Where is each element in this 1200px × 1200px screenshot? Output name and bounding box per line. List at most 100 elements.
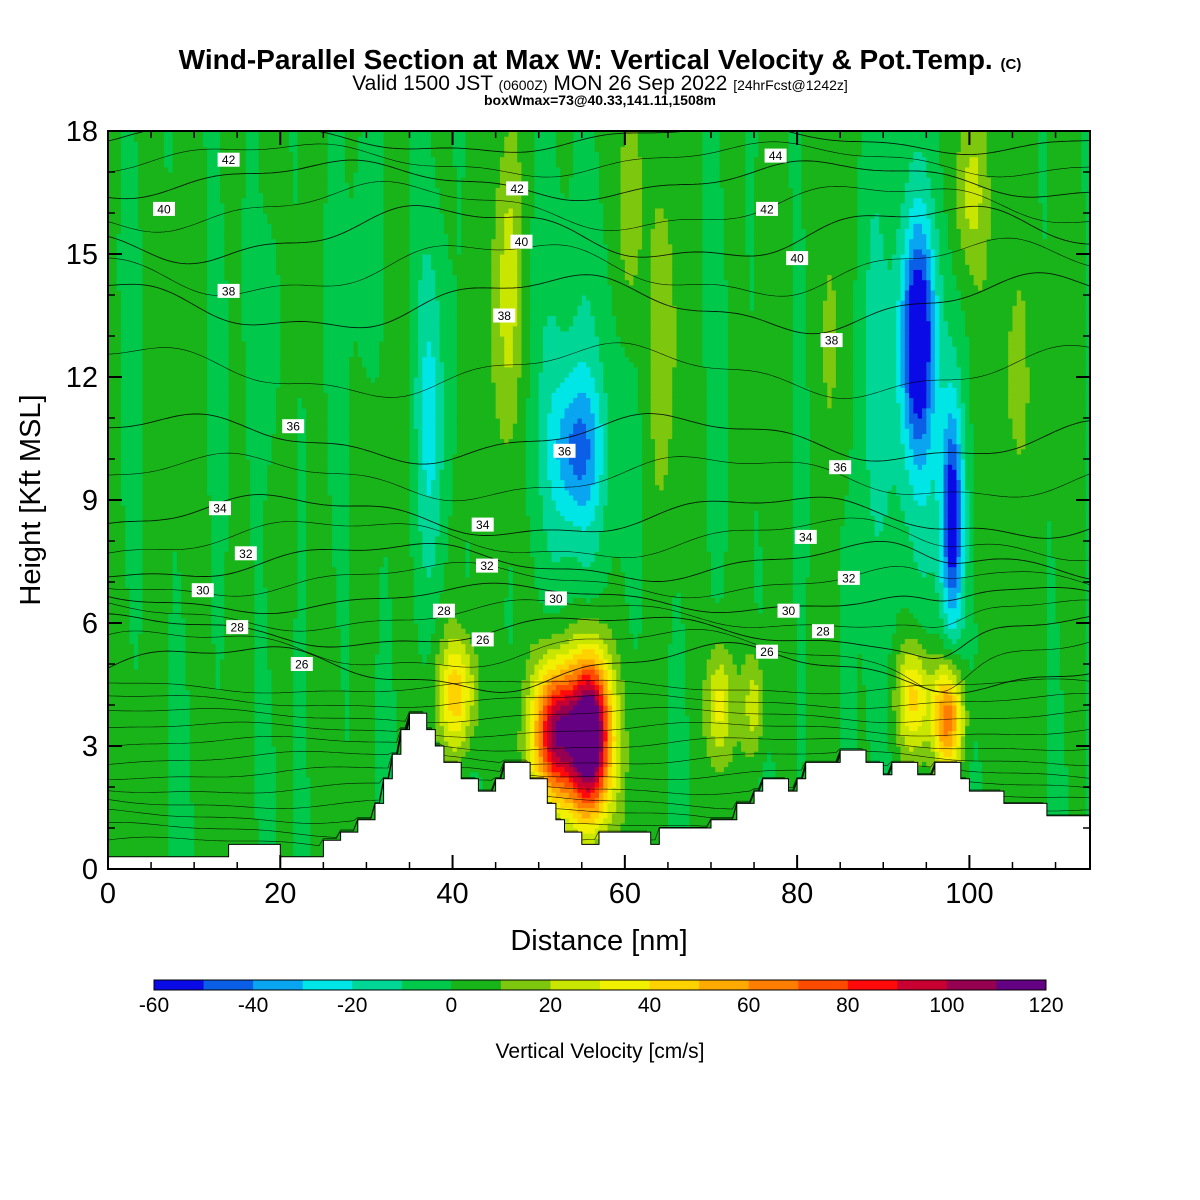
w-cell bbox=[186, 638, 191, 644]
w-cell bbox=[151, 572, 156, 578]
w-cell bbox=[125, 464, 130, 470]
w-cell bbox=[147, 172, 152, 178]
w-cell bbox=[134, 418, 139, 424]
w-cell bbox=[164, 756, 169, 762]
w-cell bbox=[125, 316, 130, 322]
w-cell bbox=[211, 715, 216, 721]
w-cell bbox=[207, 408, 212, 414]
w-cell bbox=[112, 546, 117, 552]
w-cell bbox=[250, 331, 255, 337]
w-cell bbox=[242, 797, 247, 803]
w-cell bbox=[142, 777, 147, 783]
w-cell bbox=[203, 705, 208, 711]
w-cell bbox=[142, 341, 147, 347]
w-cell bbox=[134, 644, 139, 650]
w-cell bbox=[237, 193, 242, 199]
w-cell bbox=[246, 264, 251, 270]
w-cell bbox=[173, 546, 178, 552]
w-cell bbox=[203, 567, 208, 573]
w-cell bbox=[173, 500, 178, 506]
w-cell bbox=[203, 367, 208, 373]
w-cell bbox=[242, 536, 247, 542]
w-cell bbox=[246, 715, 251, 721]
w-cell bbox=[233, 715, 238, 721]
w-cell bbox=[198, 213, 203, 219]
w-cell bbox=[142, 408, 147, 414]
w-cell bbox=[254, 833, 259, 839]
w-cell bbox=[203, 608, 208, 614]
w-cell bbox=[147, 751, 152, 757]
w-cell bbox=[125, 705, 130, 711]
w-cell bbox=[190, 562, 195, 568]
w-cell bbox=[147, 802, 152, 808]
w-cell bbox=[181, 849, 186, 855]
w-cell bbox=[125, 346, 130, 352]
w-cell bbox=[164, 382, 169, 388]
w-cell bbox=[138, 818, 143, 824]
w-cell bbox=[155, 551, 160, 557]
w-cell bbox=[229, 644, 234, 650]
w-cell bbox=[168, 336, 173, 342]
w-cell bbox=[194, 275, 199, 281]
w-cell bbox=[242, 823, 247, 829]
w-cell bbox=[160, 300, 165, 306]
w-cell bbox=[138, 813, 143, 819]
w-cell bbox=[229, 608, 234, 614]
w-cell bbox=[220, 777, 225, 783]
w-cell bbox=[190, 782, 195, 788]
w-cell bbox=[186, 659, 191, 665]
w-cell bbox=[125, 428, 130, 434]
w-cell bbox=[246, 392, 251, 398]
w-cell bbox=[112, 433, 117, 439]
w-cell bbox=[173, 316, 178, 322]
w-cell bbox=[181, 715, 186, 721]
w-cell bbox=[233, 346, 238, 352]
w-cell bbox=[160, 828, 165, 834]
w-cell bbox=[181, 490, 186, 496]
w-cell bbox=[181, 254, 186, 260]
w-cell bbox=[147, 357, 152, 363]
w-cell bbox=[229, 433, 234, 439]
w-cell bbox=[130, 413, 135, 419]
w-cell bbox=[194, 638, 199, 644]
w-cell bbox=[155, 772, 160, 778]
w-cell bbox=[155, 259, 160, 265]
w-cell bbox=[138, 577, 143, 583]
w-cell bbox=[125, 751, 130, 757]
w-cell bbox=[216, 531, 221, 537]
w-cell bbox=[181, 818, 186, 824]
w-cell bbox=[147, 290, 152, 296]
w-cell bbox=[173, 797, 178, 803]
w-cell bbox=[121, 731, 126, 737]
w-cell bbox=[155, 413, 160, 419]
w-cell bbox=[250, 146, 255, 152]
w-cell bbox=[168, 802, 173, 808]
w-cell bbox=[160, 500, 165, 506]
w-cell bbox=[186, 608, 191, 614]
w-cell bbox=[220, 761, 225, 767]
w-cell bbox=[130, 792, 135, 798]
w-cell bbox=[134, 439, 139, 445]
w-cell bbox=[211, 633, 216, 639]
w-cell bbox=[164, 669, 169, 675]
w-cell bbox=[229, 193, 234, 199]
w-cell bbox=[125, 372, 130, 378]
w-cell bbox=[198, 362, 203, 368]
w-cell bbox=[151, 731, 156, 737]
w-cell bbox=[207, 705, 212, 711]
w-cell bbox=[198, 541, 203, 547]
w-cell bbox=[112, 449, 117, 455]
w-cell bbox=[237, 582, 242, 588]
w-cell bbox=[216, 679, 221, 685]
w-cell bbox=[168, 551, 173, 557]
w-cell bbox=[181, 674, 186, 680]
w-cell bbox=[177, 710, 182, 716]
w-cell bbox=[181, 218, 186, 224]
w-cell bbox=[233, 331, 238, 337]
w-cell bbox=[224, 685, 229, 691]
w-cell bbox=[125, 285, 130, 291]
w-cell bbox=[121, 562, 126, 568]
w-cell bbox=[233, 536, 238, 542]
w-cell bbox=[112, 633, 117, 639]
w-cell bbox=[186, 464, 191, 470]
